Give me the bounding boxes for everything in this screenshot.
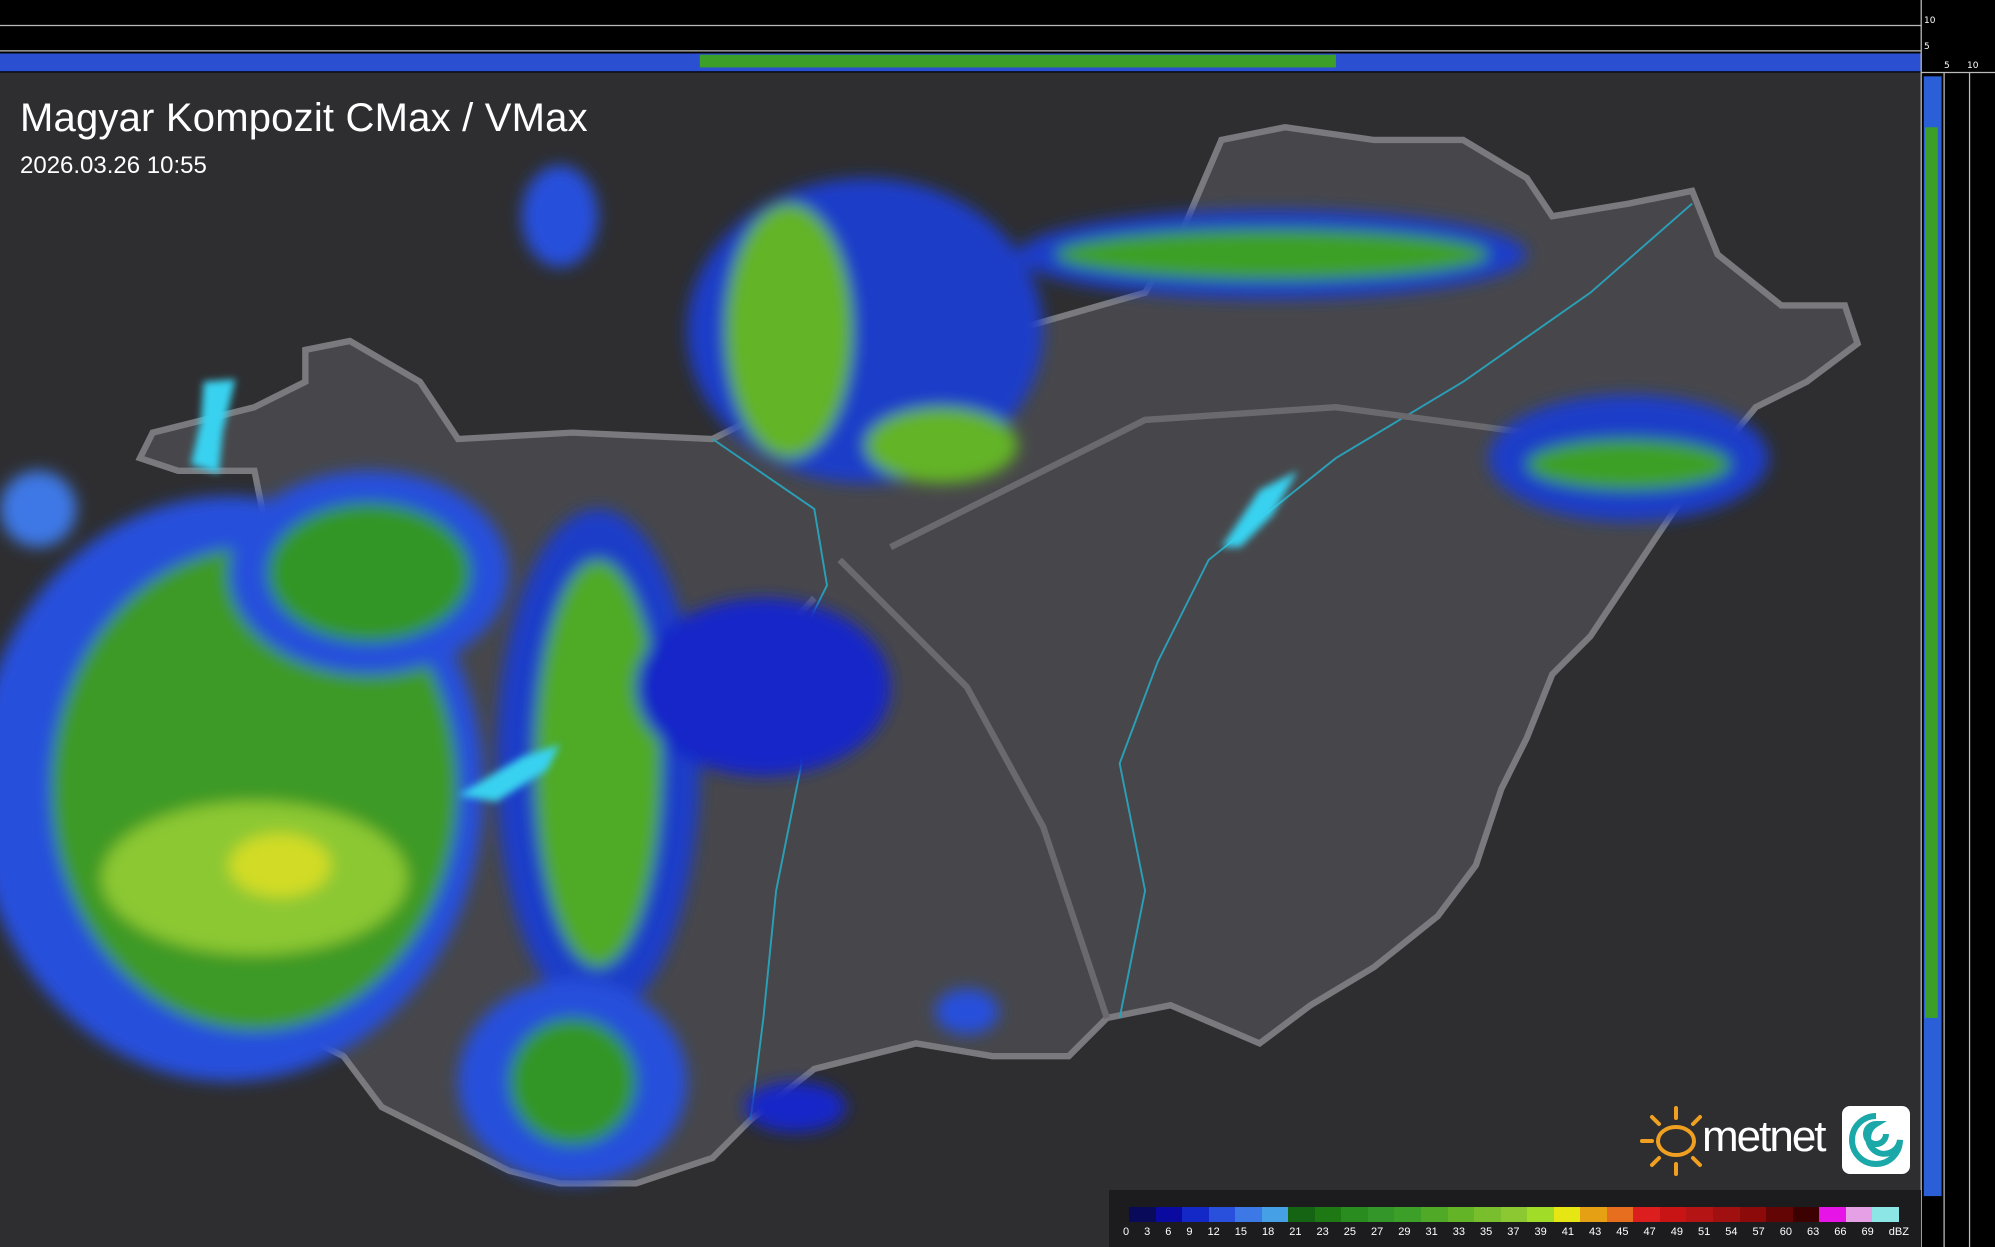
legend-label: 39 bbox=[1534, 1226, 1547, 1238]
legend-swatch bbox=[1527, 1207, 1554, 1222]
legend-label: 12 bbox=[1207, 1226, 1220, 1238]
top-profile-strip-green bbox=[699, 54, 1336, 68]
legend-label: 60 bbox=[1779, 1226, 1792, 1238]
legend-swatch bbox=[1792, 1207, 1820, 1222]
legend-swatch bbox=[1394, 1207, 1422, 1222]
map-timestamp: 2026.03.26 10:55 bbox=[20, 152, 207, 179]
legend-swatch bbox=[1739, 1207, 1767, 1222]
legend-swatch bbox=[1819, 1207, 1846, 1222]
right-profile-strip-green bbox=[1925, 127, 1938, 1018]
legend-label: 37 bbox=[1507, 1226, 1520, 1238]
legend-label: 54 bbox=[1725, 1226, 1738, 1238]
legend-color-bar bbox=[1129, 1207, 1899, 1222]
legend-label: 15 bbox=[1234, 1226, 1247, 1238]
legend-swatch bbox=[1686, 1207, 1714, 1222]
legend-swatch bbox=[1129, 1207, 1156, 1222]
profile-axis-label: 10 bbox=[1967, 61, 1979, 71]
legend-label: 9 bbox=[1186, 1226, 1193, 1238]
metnet-logo: metnet bbox=[1638, 1104, 1910, 1178]
legend-swatch bbox=[1182, 1207, 1209, 1222]
legend-label: 27 bbox=[1371, 1226, 1384, 1238]
legend-label: 66 bbox=[1834, 1226, 1847, 1238]
lakes bbox=[190, 379, 1298, 802]
legend-swatch bbox=[1633, 1207, 1660, 1222]
legend-swatch bbox=[1288, 1207, 1315, 1222]
legend-swatch bbox=[1500, 1207, 1528, 1222]
legend-swatch bbox=[1606, 1207, 1634, 1222]
legend-label: 35 bbox=[1480, 1226, 1493, 1238]
legend-label: 69 bbox=[1861, 1226, 1874, 1238]
sun-icon bbox=[1640, 1106, 1702, 1176]
profile-axis-label: 5 bbox=[1944, 61, 1950, 71]
legend-label: 51 bbox=[1698, 1226, 1711, 1238]
legend-label: 45 bbox=[1616, 1226, 1629, 1238]
legend-swatch bbox=[1845, 1207, 1873, 1222]
legend-unit: dBZ bbox=[1888, 1226, 1909, 1238]
profile-axis-label: 5 bbox=[1924, 42, 1930, 52]
radar-echoes bbox=[0, 165, 1769, 1184]
logo-text: metnet bbox=[1702, 1112, 1827, 1161]
legend-swatch bbox=[1872, 1207, 1899, 1222]
legend-label: 0 bbox=[1123, 1226, 1130, 1238]
legend-label: 57 bbox=[1752, 1226, 1765, 1238]
lake-tisza bbox=[1221, 470, 1298, 548]
legend-swatch bbox=[1553, 1207, 1581, 1222]
legend-label: 23 bbox=[1316, 1226, 1329, 1238]
legend-swatch bbox=[1474, 1207, 1501, 1222]
legend-swatch bbox=[1208, 1207, 1236, 1222]
legend-label: 29 bbox=[1398, 1226, 1411, 1238]
swirl-icon bbox=[1842, 1106, 1910, 1174]
lake-balaton bbox=[458, 744, 560, 802]
color-scale-legend: 0 3 6 9 12 15 18 21 23 25 27 29 31 33 35 37 39 41 43 45 47 49… bbox=[1109, 1190, 1921, 1247]
legend-swatch bbox=[1367, 1207, 1395, 1222]
legend-label: 18 bbox=[1262, 1226, 1275, 1238]
legend-swatch bbox=[1713, 1207, 1740, 1222]
profile-axis-label: 10 bbox=[1924, 16, 1936, 26]
legend-swatch bbox=[1261, 1207, 1289, 1222]
legend-swatch bbox=[1421, 1207, 1448, 1222]
legend-label: 31 bbox=[1425, 1226, 1438, 1238]
legend-swatch bbox=[1447, 1207, 1475, 1222]
legend-swatch bbox=[1580, 1207, 1607, 1222]
legend-swatch bbox=[1659, 1207, 1687, 1222]
legend-label: 43 bbox=[1589, 1226, 1602, 1238]
legend-label: 47 bbox=[1643, 1226, 1656, 1238]
legend-swatch bbox=[1341, 1207, 1368, 1222]
legend-swatch bbox=[1314, 1207, 1342, 1222]
legend-swatch bbox=[1235, 1207, 1262, 1222]
legend-label: 49 bbox=[1670, 1226, 1683, 1238]
legend-label: 3 bbox=[1144, 1226, 1151, 1238]
legend-label: 6 bbox=[1165, 1226, 1172, 1238]
map-title: Magyar Kompozit CMax / VMax bbox=[20, 96, 588, 140]
legend-labels: 0 3 6 9 12 15 18 21 23 25 27 29 31 33 35 37 39 41 43 45 47 49… bbox=[1123, 1226, 1909, 1238]
legend-label: 63 bbox=[1807, 1226, 1820, 1238]
legend-label: 21 bbox=[1289, 1226, 1302, 1238]
legend-label: 33 bbox=[1452, 1226, 1465, 1238]
legend-label: 25 bbox=[1343, 1226, 1356, 1238]
lake-neusiedl bbox=[190, 379, 236, 474]
river-tisza bbox=[1118, 202, 1693, 1019]
legend-swatch bbox=[1766, 1207, 1793, 1222]
legend-swatch bbox=[1155, 1207, 1183, 1222]
legend-label: 41 bbox=[1561, 1226, 1574, 1238]
